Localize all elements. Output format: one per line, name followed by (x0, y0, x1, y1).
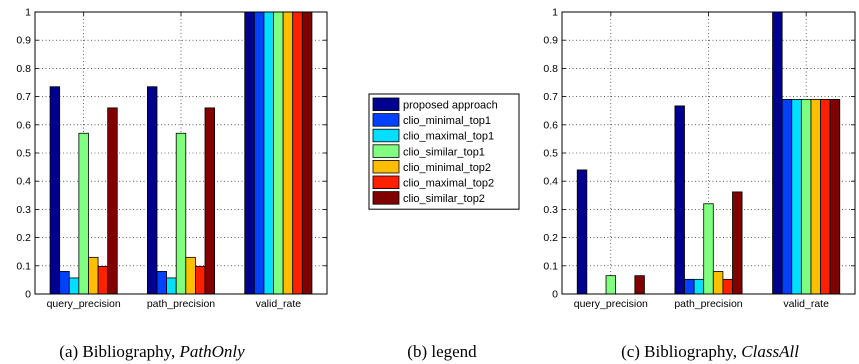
chart-a-ytick-label: 0.8 (16, 63, 31, 75)
chart-a-bar-query_precision-1 (59, 271, 70, 295)
chart-c-bar-valid_rate-4 (810, 99, 821, 295)
chart-a-xtick-label: path_precision (147, 298, 215, 310)
chart-a-bar-valid_rate-5 (292, 11, 303, 295)
chart-c-xtick-label: valid_rate (783, 298, 829, 310)
legend-swatch-0 (372, 97, 400, 112)
legend-entry-2: clio_maximal_top1 (403, 131, 494, 143)
chart-a-bar-valid_rate-6 (301, 11, 313, 295)
chart-c-xtick-label: query_precision (574, 298, 648, 310)
chart-c-bar-path_precision-0 (674, 105, 685, 295)
caption-b: (b) legend (407, 342, 477, 361)
chart-a-ytick-label: 0.1 (16, 260, 31, 272)
chart-a-ytick-label: 0 (25, 289, 31, 301)
chart-c-ytick-label: 0.9 (543, 35, 558, 47)
chart-a-ytick-label: 1 (25, 7, 31, 19)
caption-c: (c) Bibliography, ClassAll (621, 342, 799, 361)
chart-c-classall: 0 0.1 0.2 0.3 0.4 0.5 0.6 0.7 0.8 0.9 1 query_preci… (543, 7, 856, 310)
chart-c-bar-query_precision-6 (634, 275, 645, 295)
chart-c-ytick-label: 0.1 (543, 260, 558, 272)
chart-c-bar-valid_rate-3 (800, 99, 812, 295)
chart-a-ytick-label: 0.5 (16, 148, 31, 160)
legend-swatch-5 (372, 175, 400, 190)
chart-c-bar-path_precision-6 (732, 191, 743, 295)
chart-c-bar-query_precision-3 (605, 275, 617, 295)
chart-a-ytick-label: 0.3 (16, 204, 31, 216)
chart-a-bar-query_precision-6 (107, 107, 118, 295)
chart-c-bar-query_precision-0 (576, 169, 588, 295)
chart-a-bar-query_precision-3 (78, 132, 89, 295)
chart-c-ytick-label: 0.6 (543, 119, 558, 131)
chart-a-bar-path_precision-6 (204, 107, 216, 295)
chart-a-ytick-label: 0.6 (16, 119, 31, 131)
chart-a-bar-valid_rate-4 (282, 11, 294, 295)
chart-c-bar-path_precision-1 (684, 278, 695, 295)
chart-c-bar-valid_rate-2 (791, 99, 802, 295)
chart-c-ytick-label: 0 (552, 289, 558, 301)
chart-a-bar-valid_rate-0 (244, 11, 255, 295)
chart-a-bar-path_precision-4 (185, 256, 196, 295)
chart-a-ytick-label: 0.2 (16, 232, 31, 244)
legend-box: proposed approach clio_minimal_top1 clio_m… (368, 93, 520, 210)
chart-c-ytick-label: 0.5 (543, 148, 558, 160)
chart-a-bar-path_precision-1 (156, 271, 168, 295)
chart-c-bar-valid_rate-1 (781, 99, 793, 295)
chart-c-bar-valid_rate-6 (829, 99, 841, 295)
chart-a-ytick-label: 0.4 (16, 176, 31, 188)
legend-entry-0: proposed approach (403, 100, 498, 112)
chart-a-pathonly: 0 0.1 0.2 0.3 0.4 0.5 0.6 0.7 0.8 0.9 1 query_preci… (16, 7, 328, 310)
chart-c-ytick-label: 0.7 (543, 91, 558, 103)
chart-c-xtick-label: path_precision (674, 298, 742, 310)
chart-a-bar-query_precision-4 (88, 256, 99, 295)
chart-c-ytick-label: 0.3 (543, 204, 558, 216)
legend-entry-4: clio_minimal_top2 (403, 162, 491, 174)
legend-entry-5: clio_maximal_top2 (403, 178, 494, 190)
chart-a-bar-path_precision-0 (146, 86, 158, 295)
chart-a-xtick-label: valid_rate (256, 298, 302, 310)
chart-a-bar-path_precision-2 (166, 277, 177, 295)
legend-swatch-4 (372, 159, 400, 174)
chart-a-bar-query_precision-2 (68, 277, 80, 295)
chart-a-bar-path_precision-3 (175, 132, 187, 295)
chart-a-bar-valid_rate-1 (253, 11, 265, 295)
legend-swatch-2 (372, 128, 400, 143)
chart-c-ytick-label: 0.2 (543, 232, 558, 244)
chart-c-bar-valid_rate-5 (820, 99, 831, 295)
chart-c-bar-path_precision-3 (703, 203, 714, 295)
chart-c-bar-path_precision-2 (693, 278, 705, 295)
chart-a-bar-valid_rate-2 (263, 11, 274, 295)
caption-a: (a) Bibliography, PathOnly (59, 342, 245, 361)
chart-a-bar-query_precision-5 (97, 265, 109, 295)
chart-a-bar-path_precision-5 (194, 265, 206, 295)
chart-c-bar-valid_rate-0 (772, 11, 783, 295)
legend-swatch-3 (372, 144, 400, 158)
chart-c-ytick-label: 1 (552, 7, 558, 19)
chart-a-bar-query_precision-0 (49, 86, 61, 295)
chart-a-xtick-label: query_precision (47, 298, 121, 310)
chart-a-ytick-label: 0.9 (16, 35, 31, 47)
chart-c-bar-path_precision-5 (722, 278, 733, 295)
legend-swatch-6 (372, 191, 400, 205)
legend-entry-1: clio_minimal_top1 (403, 115, 491, 127)
chart-c-ytick-label: 0.8 (543, 63, 558, 75)
chart-c-bar-path_precision-4 (712, 271, 724, 295)
chart-a-ytick-label: 0.7 (16, 91, 31, 103)
legend-entry-3: clio_similar_top1 (403, 146, 485, 158)
legend-swatch-1 (372, 113, 400, 127)
legend-entry-6: clio_similar_top2 (403, 193, 485, 205)
chart-a-bar-valid_rate-3 (273, 11, 284, 295)
chart-c-ytick-label: 0.4 (543, 176, 558, 188)
